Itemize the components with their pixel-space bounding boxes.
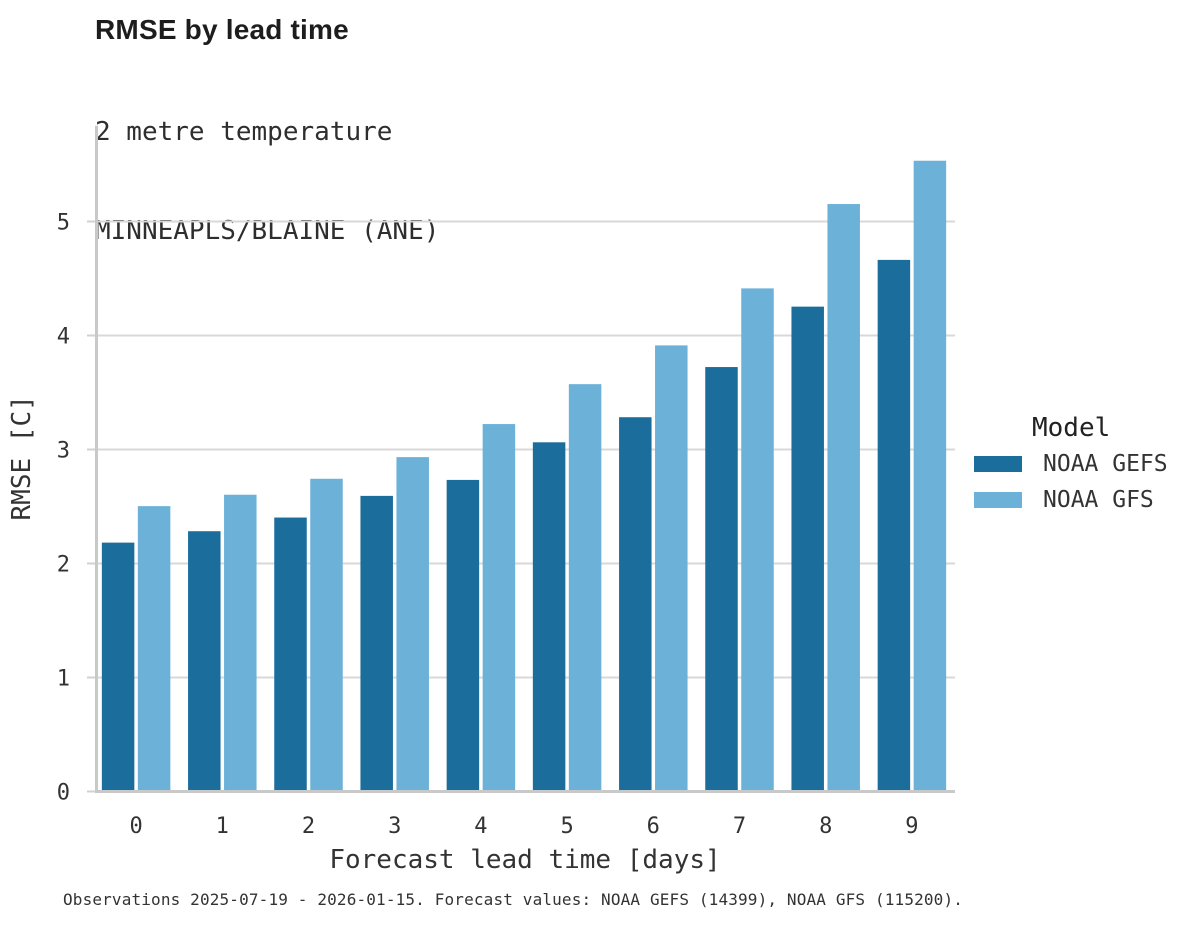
legend-label-noaa-gfs: NOAA GFS [1043,487,1154,513]
xtick-label-5: 5 [560,814,573,839]
bar-noaa-gfs-9 [913,160,947,791]
ytick-label-3: 3 [57,439,70,464]
xtick-label-6: 6 [647,814,660,839]
bar-noaa-gfs-5 [568,384,602,790]
chart-title: RMSE by lead time [95,14,349,45]
ytick-label-5: 5 [57,211,70,236]
bar-noaa-gefs-0 [101,542,135,790]
bar-noaa-gfs-8 [827,204,860,791]
bar-noaa-gfs-4 [482,424,516,790]
xtick-label-7: 7 [733,814,746,839]
bar-noaa-gefs-9 [877,259,911,790]
gefs-color-swatch-icon [974,456,1022,472]
bar-noaa-gfs-1 [224,494,257,790]
chart-subtitle-line-1: 2 metre temperature [95,117,393,147]
xtick-label-9: 9 [905,814,918,839]
bar-noaa-gefs-2 [274,517,307,790]
xtick-label-3: 3 [388,814,401,839]
ytick-label-0: 0 [57,781,70,806]
legend-label-noaa-gefs: NOAA GEFS [1043,451,1168,477]
x-axis-spine [95,790,955,793]
bar-noaa-gefs-1 [188,531,221,790]
y-axis-label: RMSE [C] [7,395,37,520]
gfs-color-swatch-icon [974,492,1022,508]
bar-noaa-gefs-5 [532,442,566,790]
xtick-label-1: 1 [216,814,229,839]
legend: Model NOAA GEFS NOAA GFS [974,413,1194,528]
bar-noaa-gefs-4 [446,479,480,790]
bar-noaa-gfs-3 [396,457,429,790]
xtick-label-8: 8 [819,814,832,839]
x-axis-label: Forecast lead time [days] [329,845,720,875]
ytick-label-4: 4 [57,325,70,350]
ytick-label-2: 2 [57,553,70,578]
xtick-label-2: 2 [302,814,315,839]
bar-noaa-gfs-6 [655,345,688,790]
bar-noaa-gefs-8 [791,306,824,790]
y-axis-spine [95,125,98,794]
bar-noaa-gfs-2 [310,478,343,790]
bar-noaa-gefs-3 [360,495,393,790]
caption: Observations 2025-07-19 - 2026-01-15. Fo… [63,890,964,909]
bar-noaa-gfs-0 [137,506,171,790]
ytick-label-1: 1 [57,667,70,692]
bar-noaa-gfs-7 [741,288,774,790]
xtick-label-0: 0 [129,814,142,839]
xtick-label-4: 4 [474,814,487,839]
legend-entry-noaa-gfs: NOAA GFS [974,487,1194,513]
bar-noaa-gefs-6 [619,417,652,790]
bar-noaa-gefs-7 [705,367,738,790]
legend-title: Model [1032,413,1111,443]
legend-entry-noaa-gefs: NOAA GEFS [974,451,1194,477]
